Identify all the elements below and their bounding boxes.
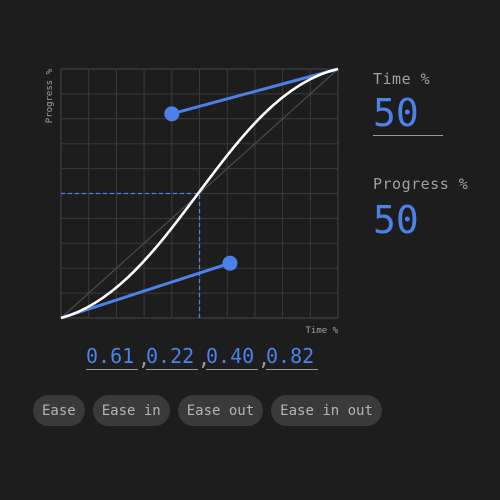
curve-editor[interactable]: Time % Progress % (0, 0, 500, 340)
progress-readout-label: Progress % (373, 175, 469, 193)
progress-readout-value: 50 (373, 198, 419, 242)
bezier-y1-input[interactable]: 0.22 (146, 344, 198, 370)
control-handle-1[interactable] (222, 255, 238, 271)
time-readout-value[interactable]: 50 (373, 93, 443, 136)
bezier-y2-input[interactable]: 0.82 (266, 344, 318, 370)
control-handle-2-line (171, 67, 339, 116)
preset-ease-button[interactable]: Ease (33, 395, 85, 426)
bezier-separator: , (138, 346, 151, 370)
preset-ease-in-out-button[interactable]: Ease in out (271, 395, 382, 426)
easing-curve (60, 67, 339, 320)
bezier-separator: , (198, 346, 211, 370)
bezier-separator: , (258, 346, 271, 370)
time-readout-label: Time % (373, 70, 431, 88)
preset-buttons: Ease Ease in Ease out Ease in out (33, 395, 382, 426)
bezier-x1-input[interactable]: 0.61 (86, 344, 138, 370)
bezier-inputs: 0.61 , 0.22 , 0.40 , 0.82 (86, 344, 318, 370)
control-handle-2[interactable] (164, 106, 180, 122)
x-axis-label: Time % (305, 326, 338, 336)
preset-ease-in-button[interactable]: Ease in (92, 395, 170, 426)
bezier-x2-input[interactable]: 0.40 (206, 344, 258, 370)
control-handle-1-line (60, 261, 231, 320)
y-axis-label: Progress % (45, 68, 55, 123)
preset-ease-out-button[interactable]: Ease out (177, 395, 264, 426)
